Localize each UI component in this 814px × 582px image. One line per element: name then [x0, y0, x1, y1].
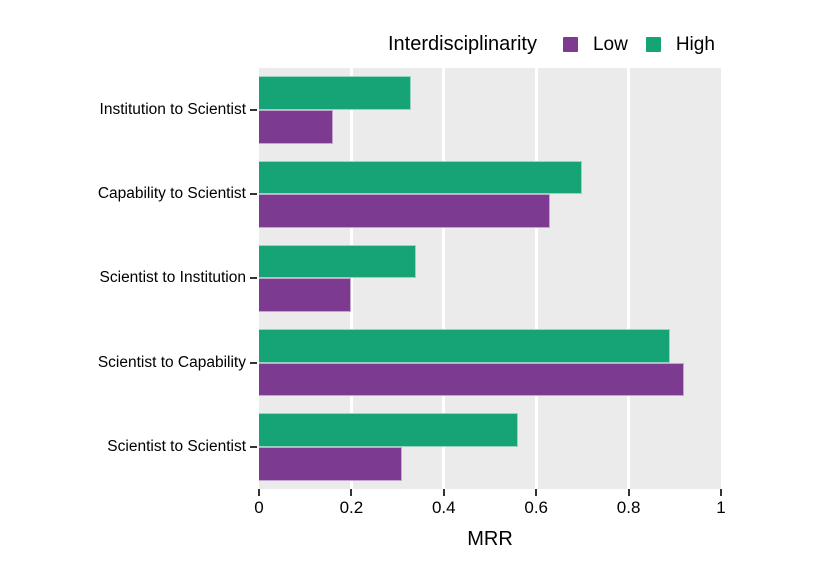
y-tick-mark	[250, 445, 257, 448]
x-axis-title: MRR	[467, 528, 513, 550]
legend-label-high: High	[675, 33, 715, 55]
legend-item-low: Low	[562, 33, 628, 56]
y-label-row: Institution to Scientist	[0, 68, 259, 152]
x-tick-mark	[720, 489, 722, 496]
y-tick-label: Scientist to Scientist	[107, 437, 246, 455]
y-tick-mark	[250, 109, 257, 112]
bar-rows	[259, 68, 721, 489]
bar-low	[259, 362, 685, 397]
x-tick-label: 0.4	[431, 498, 456, 517]
bar-high	[259, 328, 671, 363]
legend: Interdisciplinarity Low High	[388, 33, 715, 56]
bar-low	[259, 194, 551, 228]
bar-low	[259, 278, 352, 313]
y-label-row: Scientist to Institution	[0, 236, 259, 320]
x-axis-ticks	[258, 489, 722, 496]
legend-title: Interdisciplinarity	[388, 33, 537, 55]
bar-group	[259, 152, 721, 236]
gridline	[534, 68, 538, 489]
x-tick-label: 0.8	[616, 498, 641, 517]
y-label-row: Capability to Scientist	[0, 152, 259, 236]
gridline	[442, 68, 446, 489]
x-tick-label: 0	[254, 498, 264, 517]
legend-swatch-low	[562, 37, 578, 52]
bar-high	[259, 244, 417, 279]
y-tick-mark	[250, 277, 257, 280]
bar-group	[259, 405, 721, 489]
x-tick-mark	[535, 489, 538, 496]
x-tick-label: 0.2	[339, 498, 364, 517]
legend-swatch-high	[645, 37, 661, 52]
bar-high	[259, 413, 518, 447]
x-tick-mark	[258, 489, 260, 496]
y-tick-label: Scientist to Institution	[99, 269, 246, 287]
bar-low	[259, 110, 333, 144]
x-tick-mark	[627, 489, 630, 496]
legend-label-low: Low	[592, 33, 628, 55]
y-label-row: Scientist to Scientist	[0, 405, 259, 489]
bar-high	[259, 160, 583, 195]
y-axis-labels: Institution to Scientist Capability to Sc…	[0, 68, 259, 489]
x-tick-label: 0.6	[524, 498, 549, 517]
plot-panel	[259, 68, 721, 489]
x-tick-mark	[350, 489, 353, 496]
gridline	[627, 68, 631, 489]
bar-group	[259, 321, 721, 405]
x-tick-label: 1	[716, 498, 726, 517]
y-label-row: Scientist to Capability	[0, 321, 259, 405]
x-axis-tick-labels: 0 0.2 0.4 0.6 0.8 1	[254, 498, 725, 520]
x-tick-mark	[442, 489, 445, 496]
bar-group	[259, 68, 721, 152]
bar-high	[259, 76, 412, 111]
y-tick-label: Capability to Scientist	[97, 185, 246, 203]
y-tick-mark	[250, 361, 257, 364]
bar-low	[259, 446, 403, 481]
y-tick-label: Scientist to Capability	[97, 353, 246, 371]
gridline	[349, 68, 353, 489]
y-tick-mark	[250, 193, 257, 196]
legend-item-high: High	[645, 33, 715, 56]
y-tick-label: Institution to Scientist	[99, 101, 246, 119]
bar-group	[259, 236, 721, 320]
